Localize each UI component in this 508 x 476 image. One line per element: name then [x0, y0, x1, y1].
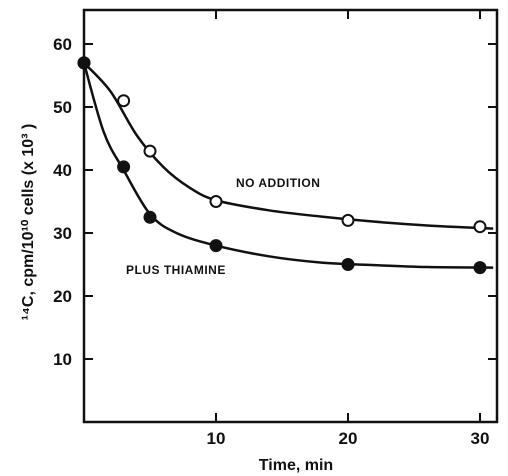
- x-tick-label: 20: [339, 429, 358, 448]
- data-point-0: [143, 144, 157, 158]
- y-tick-label: 10: [53, 350, 72, 369]
- y-tick-label: 40: [53, 161, 72, 180]
- data-point-1: [77, 56, 91, 70]
- y-tick-label: 50: [53, 98, 72, 117]
- series-label-no-addition: NO ADDITION: [236, 176, 320, 190]
- data-point-1: [143, 210, 157, 224]
- data-point-0: [117, 94, 131, 108]
- axis-ticks: 10 20 30 40 50 60 10 20 30: [53, 10, 497, 448]
- x-tick-label: 30: [471, 429, 490, 448]
- series-line-1: [82, 62, 494, 269]
- data-point-1: [209, 239, 223, 253]
- x-axis-title: Time, min: [259, 457, 333, 474]
- series-line-0: [83, 62, 494, 230]
- data-point-0: [341, 213, 355, 227]
- data-point-0: [473, 220, 487, 234]
- series-label-plus-thiamine: PLUS THIAMINE: [126, 263, 226, 277]
- y-tick-label: 20: [53, 287, 72, 306]
- data-point-1: [117, 160, 131, 174]
- y-tick-label: 30: [53, 224, 72, 243]
- plot-frame: [82, 8, 499, 424]
- data-point-1: [341, 258, 355, 271]
- y-tick-label: 60: [53, 35, 72, 54]
- series-curves: [82, 62, 494, 269]
- x-tick-label: 10: [207, 429, 226, 448]
- data-point-1: [473, 261, 487, 275]
- series-points: [77, 56, 487, 275]
- y-axis-title: ¹⁴C, cpm/10¹⁰ cells (x 10³ ): [20, 124, 37, 321]
- data-point-0: [209, 195, 223, 208]
